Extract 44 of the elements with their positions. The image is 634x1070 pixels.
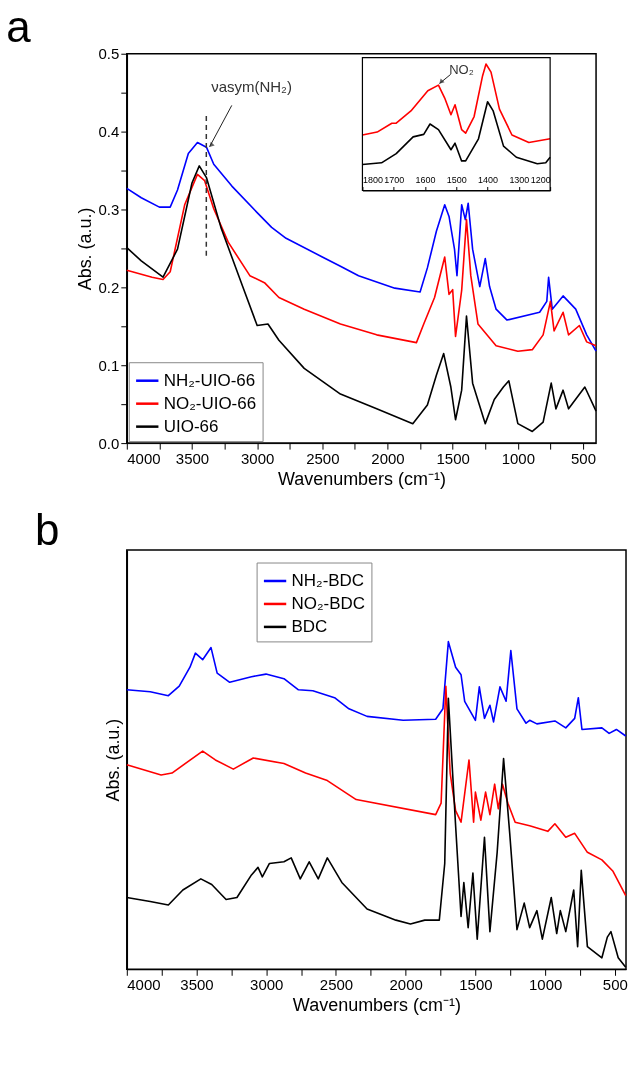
x-tick-label: 2500	[319, 975, 354, 993]
legend-label: NO₂-BDC	[291, 593, 366, 613]
x-axis-title: Wavenumbers (cm⁻¹)	[277, 468, 446, 489]
y-tick-label: 0.4	[98, 123, 120, 141]
x-tick-label: 4000	[127, 449, 161, 467]
y-tick-label: 0.1	[98, 356, 120, 374]
annotation: NO₂	[449, 61, 474, 77]
y-axis-title: Abs. (a.u.)	[103, 718, 124, 802]
x-tick-label: 1300	[509, 175, 530, 186]
chart-title: b	[34, 504, 60, 554]
x-tick-label: 3000	[240, 449, 275, 467]
x-tick-label: 2500	[306, 449, 340, 467]
x-tick-label: 500	[571, 449, 597, 467]
y-tick-label: 0.0	[98, 434, 120, 452]
x-tick-label: 1000	[528, 975, 563, 993]
annotation: νasym(NH₂)	[211, 77, 292, 95]
x-tick-label: 2000	[389, 975, 423, 993]
x-tick-label: 1700	[384, 175, 405, 186]
line-series	[126, 173, 597, 353]
x-tick-label: 2000	[371, 449, 405, 467]
x-tick-label: 1000	[501, 449, 536, 467]
x-tick-label: 4000	[127, 975, 161, 993]
x-tick-label: 1800	[362, 175, 383, 186]
legend-label: NO₂-UIO-66	[163, 393, 257, 413]
y-tick-label: 0.5	[98, 45, 120, 63]
legend-label: BDC	[291, 616, 328, 636]
x-tick-label: 3500	[180, 975, 214, 993]
line-series	[126, 141, 597, 353]
y-tick-label: 0.3	[98, 200, 120, 218]
x-tick-label: 3500	[175, 449, 210, 467]
chart-title: a	[6, 1, 32, 51]
x-axis-title: Wavenumbers (cm⁻¹)	[292, 994, 461, 1015]
x-tick-label: 1500	[436, 449, 470, 467]
x-tick-label: 1600	[415, 175, 436, 186]
legend-label: UIO-66	[163, 416, 219, 436]
x-tick-label: 1500	[446, 175, 467, 186]
x-tick-label: 3000	[250, 975, 284, 993]
x-tick-label: 500	[602, 975, 628, 993]
legend-label: NH₂-UIO-66	[163, 370, 256, 390]
x-tick-label: 1400	[478, 175, 499, 186]
legend-label: NH₂-BDC	[291, 570, 365, 590]
x-tick-label: 1500	[459, 975, 493, 993]
y-axis-title: Abs. (a.u.)	[74, 207, 95, 291]
y-tick-label: 0.2	[98, 278, 120, 296]
